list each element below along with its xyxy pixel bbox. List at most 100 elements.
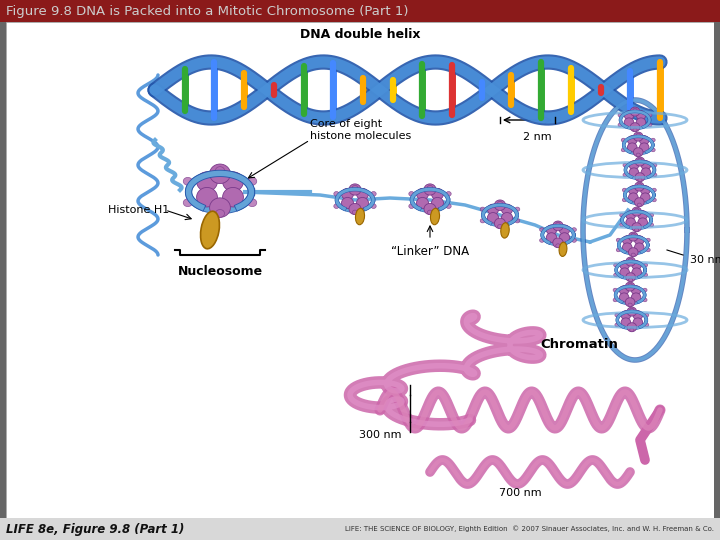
Ellipse shape	[651, 148, 655, 152]
Ellipse shape	[572, 239, 577, 242]
Ellipse shape	[613, 288, 617, 292]
Bar	[0, 0, 720, 22]
Ellipse shape	[634, 198, 644, 207]
Ellipse shape	[624, 118, 634, 127]
Ellipse shape	[631, 233, 635, 237]
Ellipse shape	[480, 219, 485, 223]
Ellipse shape	[556, 244, 560, 248]
Ellipse shape	[334, 204, 339, 208]
Ellipse shape	[639, 136, 649, 145]
Ellipse shape	[371, 204, 377, 208]
Ellipse shape	[615, 313, 619, 317]
Ellipse shape	[632, 207, 642, 216]
Ellipse shape	[621, 148, 626, 152]
Ellipse shape	[638, 158, 642, 162]
Text: “Linker” DNA: “Linker” DNA	[391, 245, 469, 258]
Ellipse shape	[628, 303, 632, 307]
Ellipse shape	[635, 173, 644, 181]
Ellipse shape	[498, 225, 503, 228]
Text: Core of eight
histone molecules: Core of eight histone molecules	[310, 119, 411, 141]
Ellipse shape	[629, 248, 638, 256]
Ellipse shape	[634, 228, 639, 232]
Ellipse shape	[625, 298, 635, 307]
Ellipse shape	[487, 213, 498, 223]
Ellipse shape	[446, 204, 451, 208]
Ellipse shape	[641, 161, 651, 170]
Ellipse shape	[638, 178, 642, 181]
Text: Figure 9.8 DNA is Packed into a Mitotic Chromosome (Part 1): Figure 9.8 DNA is Packed into a Mitotic …	[6, 4, 408, 17]
Ellipse shape	[424, 204, 436, 214]
Ellipse shape	[627, 323, 636, 332]
Ellipse shape	[356, 188, 369, 200]
Ellipse shape	[501, 204, 513, 214]
Ellipse shape	[620, 261, 629, 269]
Ellipse shape	[495, 200, 505, 211]
Ellipse shape	[620, 268, 629, 277]
Ellipse shape	[629, 232, 638, 241]
Ellipse shape	[620, 223, 624, 227]
Ellipse shape	[222, 172, 243, 191]
Text: 30 nm: 30 nm	[690, 255, 720, 265]
Ellipse shape	[638, 211, 647, 220]
Ellipse shape	[626, 218, 636, 227]
Ellipse shape	[643, 288, 647, 292]
Ellipse shape	[623, 235, 632, 245]
Ellipse shape	[627, 143, 637, 152]
Ellipse shape	[613, 298, 617, 302]
Ellipse shape	[630, 308, 634, 312]
Ellipse shape	[498, 201, 503, 206]
Bar	[714, 22, 720, 540]
Ellipse shape	[636, 153, 640, 157]
Ellipse shape	[197, 172, 217, 191]
Ellipse shape	[644, 323, 649, 327]
Ellipse shape	[653, 163, 657, 167]
Ellipse shape	[624, 111, 634, 120]
Ellipse shape	[631, 253, 635, 256]
Ellipse shape	[248, 177, 257, 185]
Ellipse shape	[623, 173, 627, 177]
Ellipse shape	[627, 136, 637, 145]
Ellipse shape	[210, 164, 230, 184]
Ellipse shape	[248, 199, 257, 207]
Ellipse shape	[352, 210, 358, 214]
Ellipse shape	[184, 199, 192, 207]
Ellipse shape	[641, 186, 650, 195]
Ellipse shape	[341, 188, 354, 200]
Ellipse shape	[633, 109, 637, 112]
Ellipse shape	[632, 268, 642, 277]
Text: Nucleosome: Nucleosome	[177, 265, 263, 278]
Ellipse shape	[626, 273, 636, 282]
Ellipse shape	[539, 228, 544, 232]
Ellipse shape	[644, 313, 649, 317]
Ellipse shape	[651, 138, 655, 142]
Ellipse shape	[626, 257, 636, 266]
Ellipse shape	[630, 123, 640, 132]
Ellipse shape	[495, 218, 505, 228]
Text: 2 nm: 2 nm	[523, 132, 552, 142]
Ellipse shape	[620, 213, 624, 217]
Ellipse shape	[623, 163, 627, 167]
Ellipse shape	[431, 208, 439, 225]
Ellipse shape	[184, 177, 192, 185]
Ellipse shape	[641, 168, 651, 177]
Ellipse shape	[641, 193, 650, 202]
Ellipse shape	[215, 210, 225, 217]
Ellipse shape	[636, 133, 640, 137]
Ellipse shape	[334, 192, 339, 196]
Ellipse shape	[615, 323, 619, 327]
Ellipse shape	[487, 204, 498, 214]
Ellipse shape	[480, 207, 485, 211]
Ellipse shape	[649, 223, 654, 227]
Ellipse shape	[632, 261, 642, 269]
Text: 700 nm: 700 nm	[499, 488, 541, 498]
Ellipse shape	[629, 161, 639, 170]
Ellipse shape	[633, 318, 643, 327]
Ellipse shape	[349, 184, 361, 195]
Ellipse shape	[630, 328, 634, 332]
Ellipse shape	[631, 293, 641, 302]
Ellipse shape	[197, 187, 217, 207]
Ellipse shape	[634, 148, 643, 157]
Ellipse shape	[644, 263, 647, 267]
Ellipse shape	[628, 284, 632, 287]
Ellipse shape	[618, 123, 622, 127]
